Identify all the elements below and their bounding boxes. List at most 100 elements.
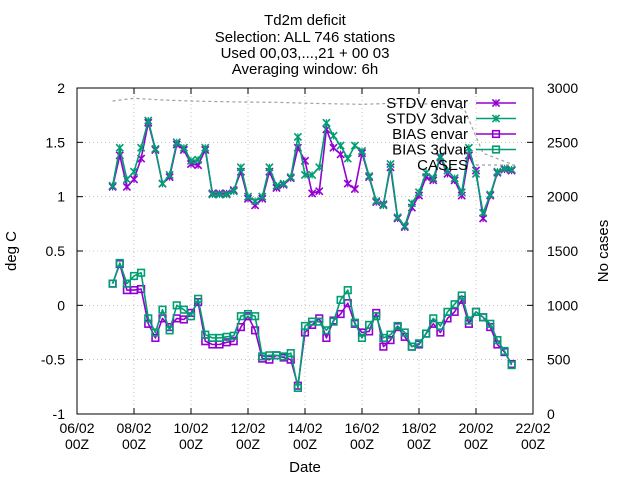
x-axis-label: Date — [289, 459, 321, 476]
data-point — [108, 181, 117, 190]
y-tick-label: 1.5 — [46, 134, 66, 150]
legend-label: CASES — [417, 157, 468, 174]
data-point — [151, 144, 160, 154]
chart-title: Td2m deficit Selection: ALL 746 stations… — [215, 12, 395, 78]
data-point — [315, 317, 324, 326]
data-point — [471, 169, 481, 179]
y2-tick-label: 500 — [547, 352, 571, 368]
y-axis-label: deg C — [3, 231, 20, 271]
data-point — [115, 143, 124, 152]
data-point — [393, 213, 402, 222]
data-point — [443, 166, 452, 175]
data-point — [258, 192, 267, 201]
data-point — [400, 328, 409, 337]
data-point — [350, 184, 360, 194]
data-point — [243, 192, 253, 201]
x-tick-label: 00Z — [293, 436, 318, 452]
data-point — [265, 163, 274, 172]
data-point — [315, 163, 324, 172]
data-point — [179, 305, 188, 314]
legend-item: STDV envar — [386, 95, 516, 112]
data-point — [122, 175, 132, 184]
x-tick-label: 00Z — [350, 436, 375, 452]
data-point — [429, 174, 438, 183]
x-tick-label: 08/02 — [116, 420, 151, 436]
data-point — [486, 319, 495, 328]
data-point — [122, 279, 131, 288]
data-point — [343, 286, 352, 295]
data-point — [286, 172, 295, 182]
data-point — [500, 346, 509, 356]
y-tick-label: 0 — [57, 297, 65, 313]
data-point — [322, 326, 331, 335]
title-line: Td2m deficit — [264, 12, 347, 29]
data-point — [493, 167, 502, 176]
data-point — [507, 360, 516, 370]
data-point — [350, 318, 359, 327]
data-point — [486, 190, 495, 199]
data-point — [336, 141, 345, 150]
legend-item: CASES — [417, 157, 516, 174]
data-point — [365, 320, 374, 329]
data-point — [491, 114, 501, 123]
x-tick-label: 20/02 — [458, 420, 493, 436]
data-point — [500, 164, 509, 173]
data-point — [491, 129, 501, 139]
data-point — [307, 170, 317, 180]
data-point — [307, 189, 317, 198]
data-point — [229, 331, 238, 340]
data-point — [329, 317, 338, 326]
data-point — [343, 179, 352, 188]
data-point — [158, 305, 167, 314]
data-point — [336, 295, 345, 305]
x-tick-label: 00Z — [122, 436, 147, 452]
data-point — [144, 116, 153, 125]
data-point — [322, 333, 331, 343]
data-point — [457, 188, 466, 197]
data-point — [393, 321, 402, 331]
y-tick-label: 0.5 — [46, 243, 66, 259]
y2-tick-label: 2500 — [547, 134, 578, 150]
data-point — [315, 187, 324, 196]
y2-tick-label: 1000 — [547, 297, 578, 313]
data-point — [293, 383, 302, 393]
data-point — [129, 167, 139, 176]
data-point — [129, 175, 139, 184]
x-tick-label: 14/02 — [287, 420, 322, 436]
y-tick-label: 1 — [57, 189, 65, 205]
x-tick-label: 22/02 — [515, 420, 550, 436]
data-point — [400, 221, 409, 231]
x-tick-label: 12/02 — [230, 420, 265, 436]
x-tick-label: 00Z — [236, 436, 261, 452]
data-point — [372, 312, 381, 321]
data-point — [450, 300, 459, 309]
x-tick-label: 00Z — [179, 436, 204, 452]
data-point — [421, 168, 431, 177]
legend-item: BIAS envar — [392, 126, 516, 143]
legend-label: BIAS 3dvar — [392, 142, 468, 159]
data-point — [450, 174, 459, 183]
data-point — [322, 118, 331, 127]
data-point — [186, 156, 196, 165]
x-tick-label: 00Z — [65, 436, 90, 452]
data-point — [343, 154, 352, 163]
y2-tick-label: 0 — [547, 406, 555, 422]
data-point — [208, 190, 217, 199]
data-point — [491, 98, 501, 108]
data-point — [429, 314, 438, 323]
data-point — [194, 294, 203, 303]
data-point — [379, 342, 388, 351]
data-point — [251, 312, 260, 321]
data-point — [172, 138, 181, 147]
series-cases — [112, 97, 512, 165]
data-point — [457, 291, 466, 300]
series-stdv-3dvar — [108, 116, 516, 231]
data-point — [236, 163, 246, 172]
data-point — [144, 314, 153, 323]
data-point — [279, 179, 288, 188]
data-point — [336, 150, 345, 159]
data-point — [471, 307, 481, 316]
data-point — [222, 190, 231, 199]
x-tick-label: 18/02 — [401, 420, 436, 436]
